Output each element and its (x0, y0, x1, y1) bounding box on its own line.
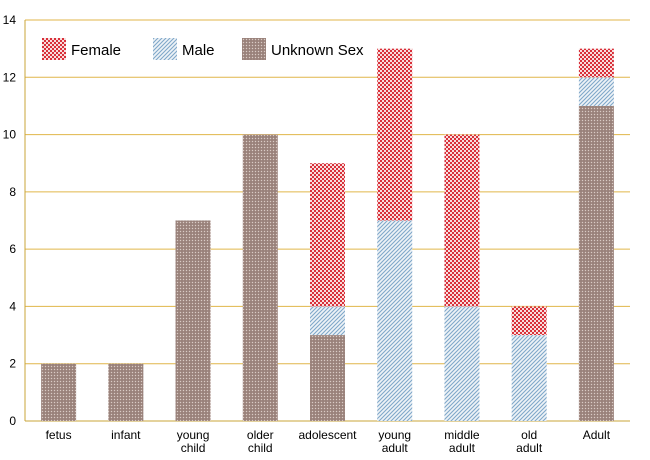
x-tick-label: infant (111, 428, 141, 442)
y-tick-label: 0 (9, 414, 16, 428)
y-tick-label: 8 (9, 185, 16, 199)
bar-segment-female (310, 163, 345, 307)
bar-segment-male (511, 335, 547, 421)
y-tick-label: 2 (9, 357, 16, 371)
bar-segment-female (578, 48, 614, 78)
legend: Female Male Unknown Sex (42, 38, 364, 60)
y-tick-label: 10 (3, 128, 17, 142)
x-tick-label: older child (247, 428, 274, 455)
bar-segment-male (444, 306, 480, 421)
bar-segment-female (511, 306, 547, 336)
legend-label-female: Female (71, 42, 121, 59)
x-tick-labels: fetus infant young child older child adolescen… (46, 428, 611, 455)
bar-segment-female (377, 48, 413, 221)
bar-segment-male (578, 77, 614, 106)
legend-label-unknown-sex: Unknown Sex (271, 42, 364, 59)
bar-segment-male (310, 306, 345, 336)
bar-segment-unknown-sex (310, 335, 345, 421)
y-tick-label: 4 (9, 299, 16, 313)
bar-segment-unknown-sex (242, 134, 278, 422)
y-tick-labels: 0 2 4 6 8 10 12 14 (3, 13, 17, 428)
bar-segment-unknown-sex (108, 363, 144, 421)
legend-swatch-male (153, 38, 177, 60)
y-tick-label: 6 (9, 242, 16, 256)
y-tick-label: 12 (3, 70, 17, 84)
x-tick-label: old adult (516, 428, 543, 455)
legend-swatch-unknown (242, 38, 266, 60)
bar-segment-male (377, 220, 413, 421)
bar-segment-unknown-sex (175, 220, 211, 421)
bars (41, 48, 614, 422)
x-tick-label: middle adult (444, 428, 480, 455)
legend-swatch-female (42, 38, 66, 60)
x-tick-label: young child (177, 428, 210, 455)
y-tick-label: 14 (3, 13, 17, 27)
x-tick-label: fetus (46, 428, 72, 442)
bar-segment-unknown-sex (41, 363, 77, 421)
legend-label-male: Male (182, 42, 215, 59)
bar-segment-unknown-sex (578, 105, 614, 421)
x-tick-label: Adult (583, 428, 611, 442)
x-tick-label: young adult (378, 428, 411, 455)
x-tick-label: adolescent (298, 428, 357, 442)
bar-segment-female (444, 134, 480, 307)
